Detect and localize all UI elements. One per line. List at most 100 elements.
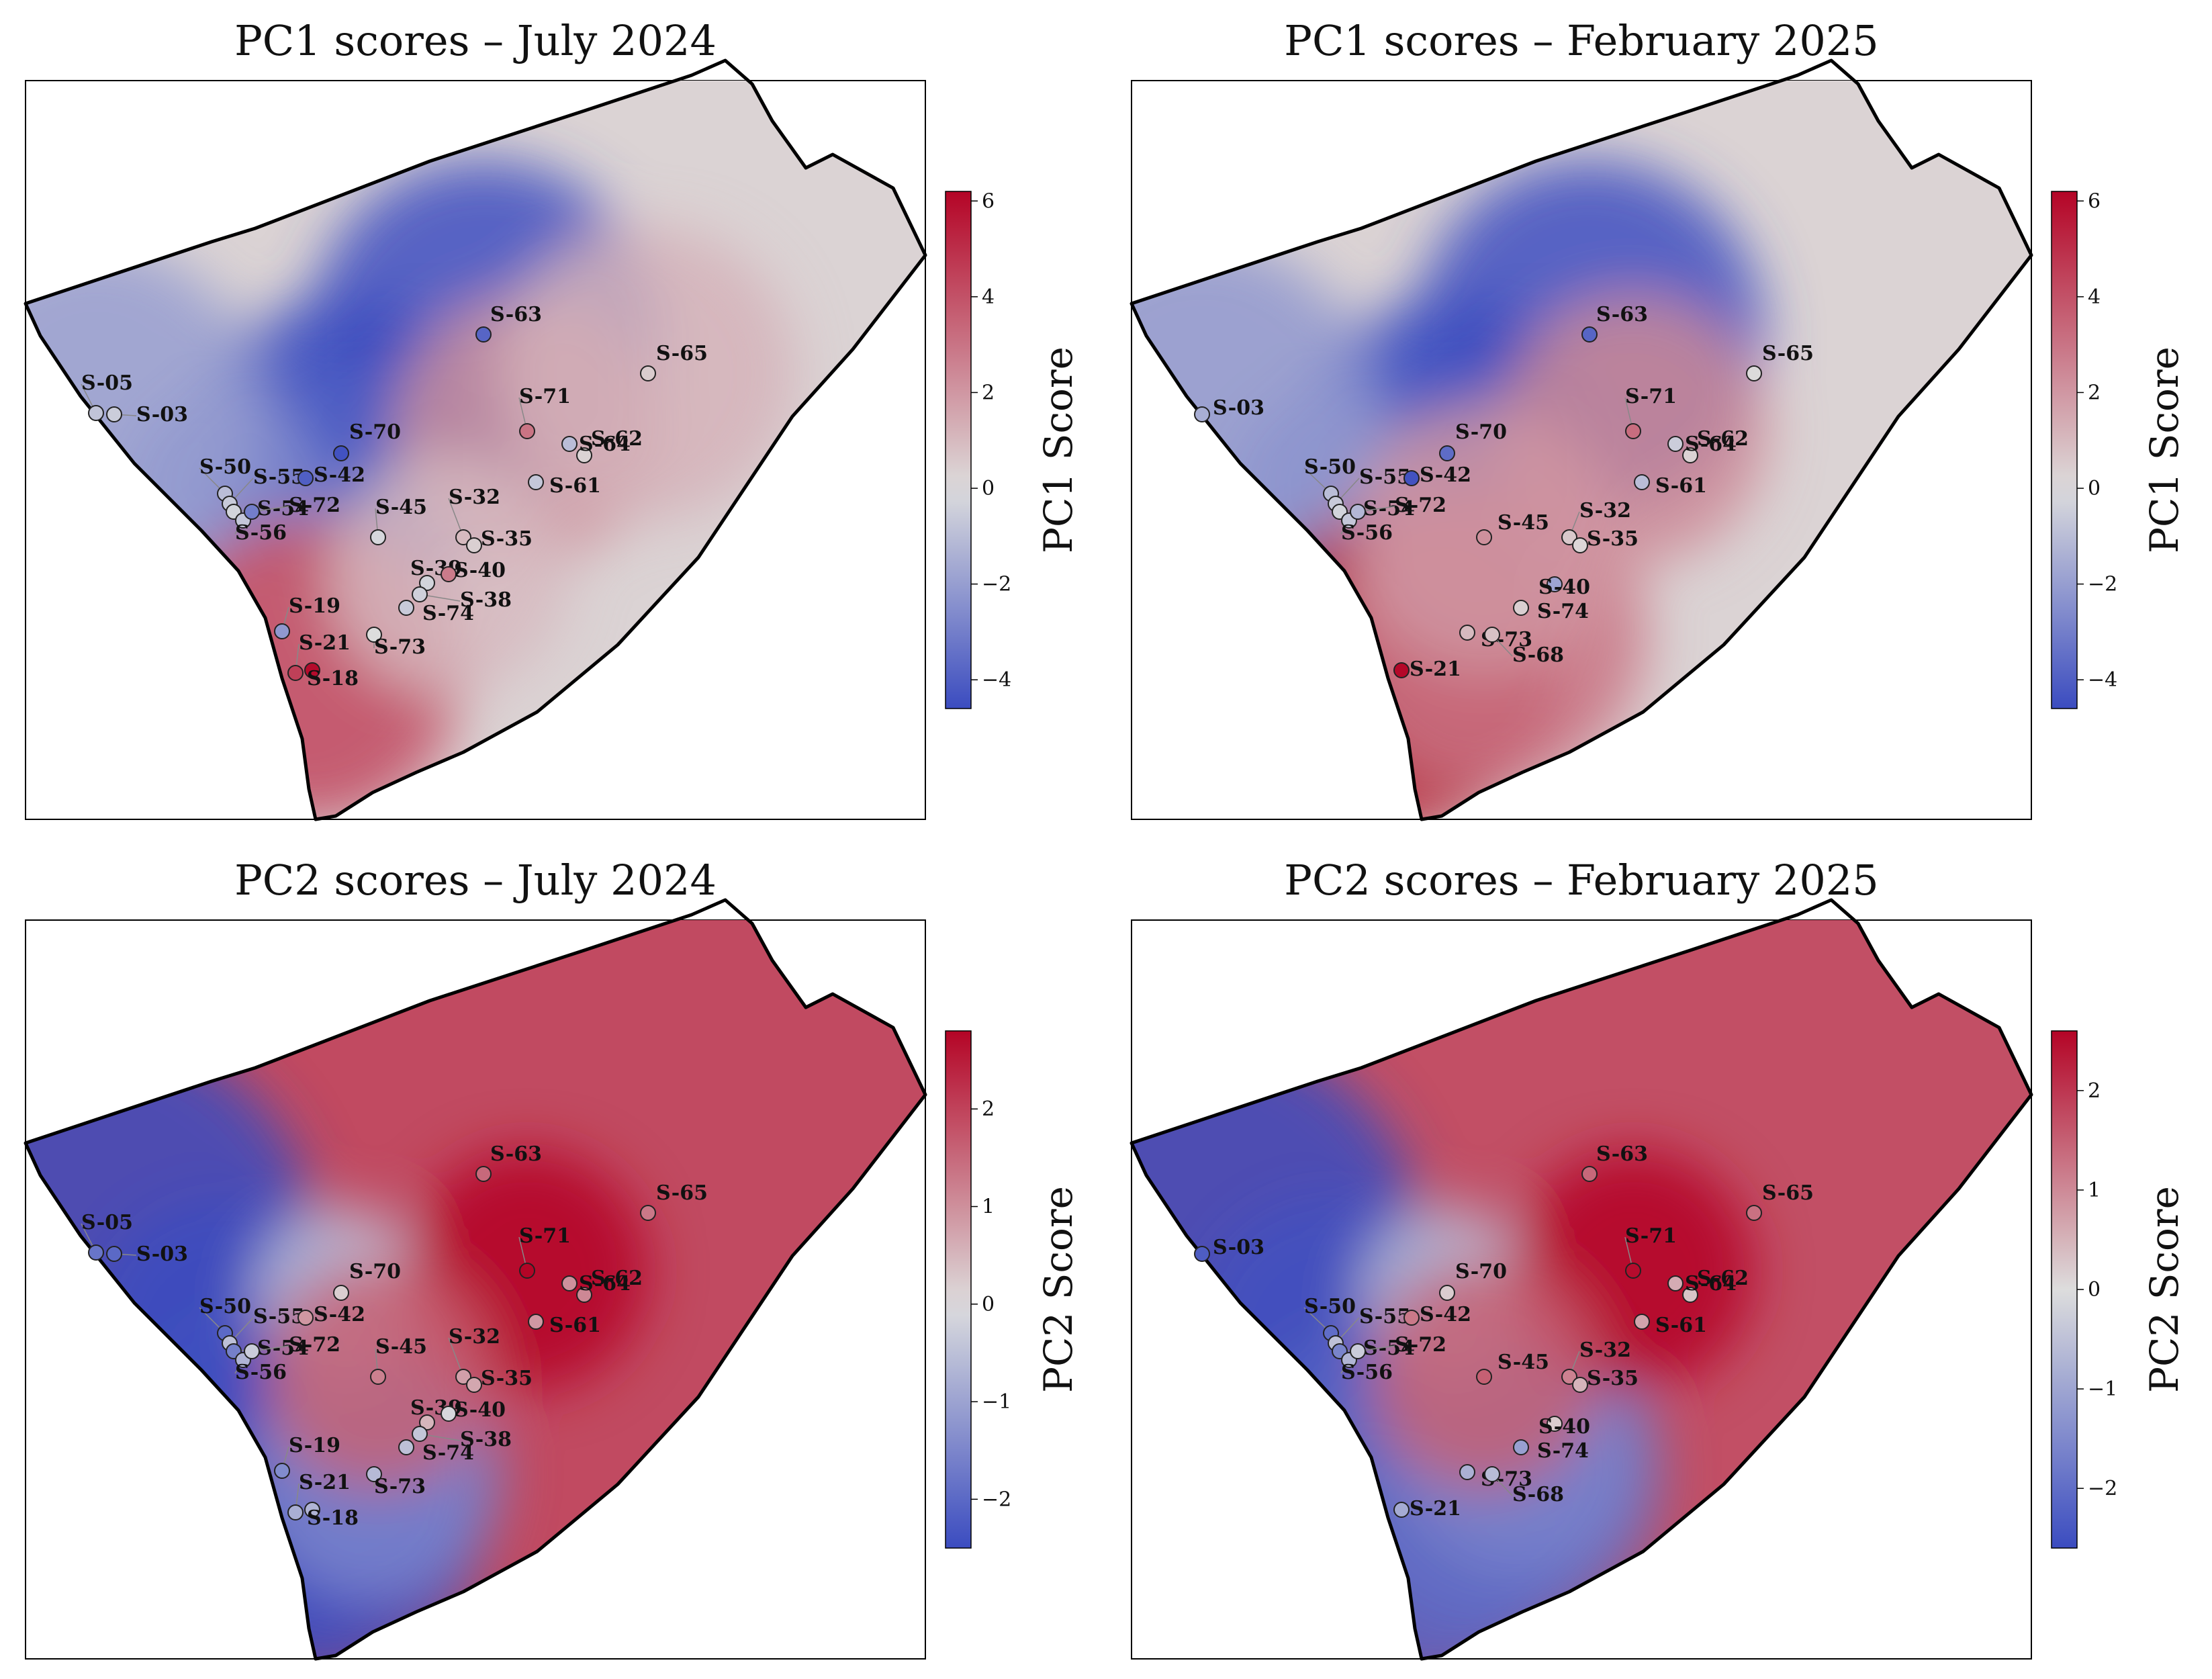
station-marker-s-64[interactable] bbox=[1667, 436, 1684, 452]
station-marker-s-71[interactable] bbox=[1625, 1263, 1641, 1279]
station-marker-s-40[interactable] bbox=[441, 566, 457, 582]
station-marker-s-71[interactable] bbox=[519, 1263, 535, 1279]
station-marker-s-65[interactable] bbox=[1746, 365, 1762, 381]
station-marker-s-21[interactable] bbox=[1393, 662, 1410, 678]
station-marker-s-73[interactable] bbox=[366, 1466, 382, 1482]
station-marker-s-68[interactable] bbox=[1484, 1466, 1500, 1482]
station-label-s-35: S-35 bbox=[481, 527, 533, 551]
station-marker-s-63[interactable] bbox=[475, 1166, 492, 1182]
station-marker-s-74[interactable] bbox=[1513, 600, 1529, 616]
station-marker-s-42[interactable] bbox=[1403, 1310, 1420, 1326]
station-marker-s-62[interactable] bbox=[1682, 447, 1698, 463]
station-marker-s-18[interactable] bbox=[304, 1502, 320, 1518]
station-marker-s-61[interactable] bbox=[528, 474, 544, 490]
station-marker-s-45[interactable] bbox=[370, 1369, 386, 1385]
colorbar bbox=[2051, 191, 2078, 709]
station-marker-s-70[interactable] bbox=[333, 1285, 349, 1301]
station-marker-s-74[interactable] bbox=[1513, 1439, 1529, 1455]
station-marker-s-72[interactable] bbox=[1350, 1343, 1366, 1359]
station-marker-s-72[interactable] bbox=[244, 1343, 260, 1359]
station-marker-s-72[interactable] bbox=[244, 504, 260, 520]
station-marker-s-63[interactable] bbox=[475, 326, 492, 343]
colorbar-tick-label: 6 bbox=[982, 189, 995, 213]
station-marker-s-71[interactable] bbox=[519, 423, 535, 439]
station-marker-s-61[interactable] bbox=[1634, 474, 1650, 490]
station-marker-s-70[interactable] bbox=[1439, 445, 1455, 461]
station-marker-s-03[interactable] bbox=[1194, 1246, 1210, 1262]
station-marker-s-21[interactable] bbox=[1393, 1502, 1410, 1518]
station-marker-s-35[interactable] bbox=[1572, 1377, 1588, 1393]
station-marker-s-63[interactable] bbox=[1581, 326, 1598, 343]
station-marker-s-64[interactable] bbox=[561, 436, 578, 452]
panel-pc2-february-2025: PC2 scores – February 2025 S-03 S-50 S-55 S-… bbox=[1106, 840, 2212, 1679]
station-marker-s-70[interactable] bbox=[1439, 1285, 1455, 1301]
colorbar-tick-label: −1 bbox=[982, 1390, 1011, 1414]
station-marker-s-61[interactable] bbox=[1634, 1314, 1650, 1330]
station-label-s-18: S-18 bbox=[307, 667, 359, 690]
station-marker-s-65[interactable] bbox=[640, 1205, 656, 1221]
station-marker-s-65[interactable] bbox=[1746, 1205, 1762, 1221]
station-marker-s-35[interactable] bbox=[1572, 537, 1588, 553]
station-marker-s-03[interactable] bbox=[106, 1246, 122, 1262]
station-label-s-03: S-03 bbox=[1213, 1236, 1264, 1259]
station-marker-s-38[interactable] bbox=[412, 586, 428, 602]
station-marker-s-42[interactable] bbox=[1403, 470, 1420, 486]
station-marker-s-40[interactable] bbox=[441, 1406, 457, 1422]
station-marker-s-62[interactable] bbox=[576, 447, 592, 463]
station-marker-s-18[interactable] bbox=[304, 662, 320, 678]
station-marker-s-19[interactable] bbox=[274, 1463, 290, 1479]
station-marker-s-42[interactable] bbox=[297, 1310, 314, 1326]
panel-pc1-july-2024: PC1 scores – July 2024 S-05 S-03 S-50 S-55 S-… bbox=[0, 0, 1106, 840]
station-label-s-38: S-38 bbox=[460, 588, 512, 612]
study-area-boundary bbox=[1130, 58, 2033, 821]
station-marker-s-40[interactable] bbox=[1547, 1416, 1563, 1432]
station-marker-s-32[interactable] bbox=[455, 529, 471, 545]
station-label-s-63: S-63 bbox=[490, 1142, 542, 1166]
station-marker-s-64[interactable] bbox=[1667, 1275, 1684, 1291]
station-label-s-56: S-56 bbox=[235, 521, 287, 545]
station-label-s-42: S-42 bbox=[1420, 463, 1471, 487]
station-marker-s-74[interactable] bbox=[398, 1439, 414, 1455]
station-label-s-50: S-50 bbox=[1304, 455, 1356, 479]
station-label-s-68: S-68 bbox=[1512, 643, 1564, 667]
station-marker-s-65[interactable] bbox=[640, 365, 656, 381]
station-marker-s-40[interactable] bbox=[1547, 576, 1563, 592]
station-marker-s-39[interactable] bbox=[419, 575, 435, 591]
station-marker-s-03[interactable] bbox=[1194, 406, 1210, 422]
station-marker-s-32[interactable] bbox=[455, 1369, 471, 1385]
station-marker-s-45[interactable] bbox=[1476, 1369, 1492, 1385]
station-marker-s-72[interactable] bbox=[1350, 504, 1366, 520]
station-marker-s-73[interactable] bbox=[1459, 1464, 1475, 1480]
station-marker-s-32[interactable] bbox=[1561, 529, 1577, 545]
station-marker-s-61[interactable] bbox=[528, 1314, 544, 1330]
station-marker-s-03[interactable] bbox=[106, 406, 122, 422]
station-marker-s-73[interactable] bbox=[1459, 625, 1475, 641]
colorbar-tick-label: 0 bbox=[2088, 1278, 2101, 1302]
station-marker-s-71[interactable] bbox=[1625, 423, 1641, 439]
station-label-s-72: S-72 bbox=[1395, 1333, 1446, 1357]
station-marker-s-19[interactable] bbox=[274, 623, 290, 639]
station-label-s-54: S-54 bbox=[257, 497, 309, 520]
station-label-s-42: S-42 bbox=[1420, 1303, 1471, 1326]
station-marker-s-35[interactable] bbox=[466, 537, 482, 553]
station-marker-s-38[interactable] bbox=[412, 1426, 428, 1442]
station-marker-s-62[interactable] bbox=[576, 1287, 592, 1303]
station-marker-s-32[interactable] bbox=[1561, 1369, 1577, 1385]
station-marker-s-21[interactable] bbox=[287, 665, 304, 681]
station-marker-s-39[interactable] bbox=[419, 1414, 435, 1431]
station-marker-s-45[interactable] bbox=[370, 529, 386, 545]
station-marker-s-42[interactable] bbox=[297, 470, 314, 486]
station-marker-s-62[interactable] bbox=[1682, 1287, 1698, 1303]
station-marker-s-74[interactable] bbox=[398, 600, 414, 616]
station-marker-s-73[interactable] bbox=[366, 627, 382, 643]
station-marker-s-64[interactable] bbox=[561, 1275, 578, 1291]
station-label-s-65: S-65 bbox=[656, 342, 708, 365]
station-marker-s-05[interactable] bbox=[88, 405, 104, 421]
station-marker-s-21[interactable] bbox=[287, 1504, 304, 1521]
station-marker-s-68[interactable] bbox=[1484, 627, 1500, 643]
station-marker-s-70[interactable] bbox=[333, 445, 349, 461]
station-marker-s-63[interactable] bbox=[1581, 1166, 1598, 1182]
station-marker-s-45[interactable] bbox=[1476, 529, 1492, 545]
station-marker-s-05[interactable] bbox=[88, 1244, 104, 1261]
station-marker-s-35[interactable] bbox=[466, 1377, 482, 1393]
